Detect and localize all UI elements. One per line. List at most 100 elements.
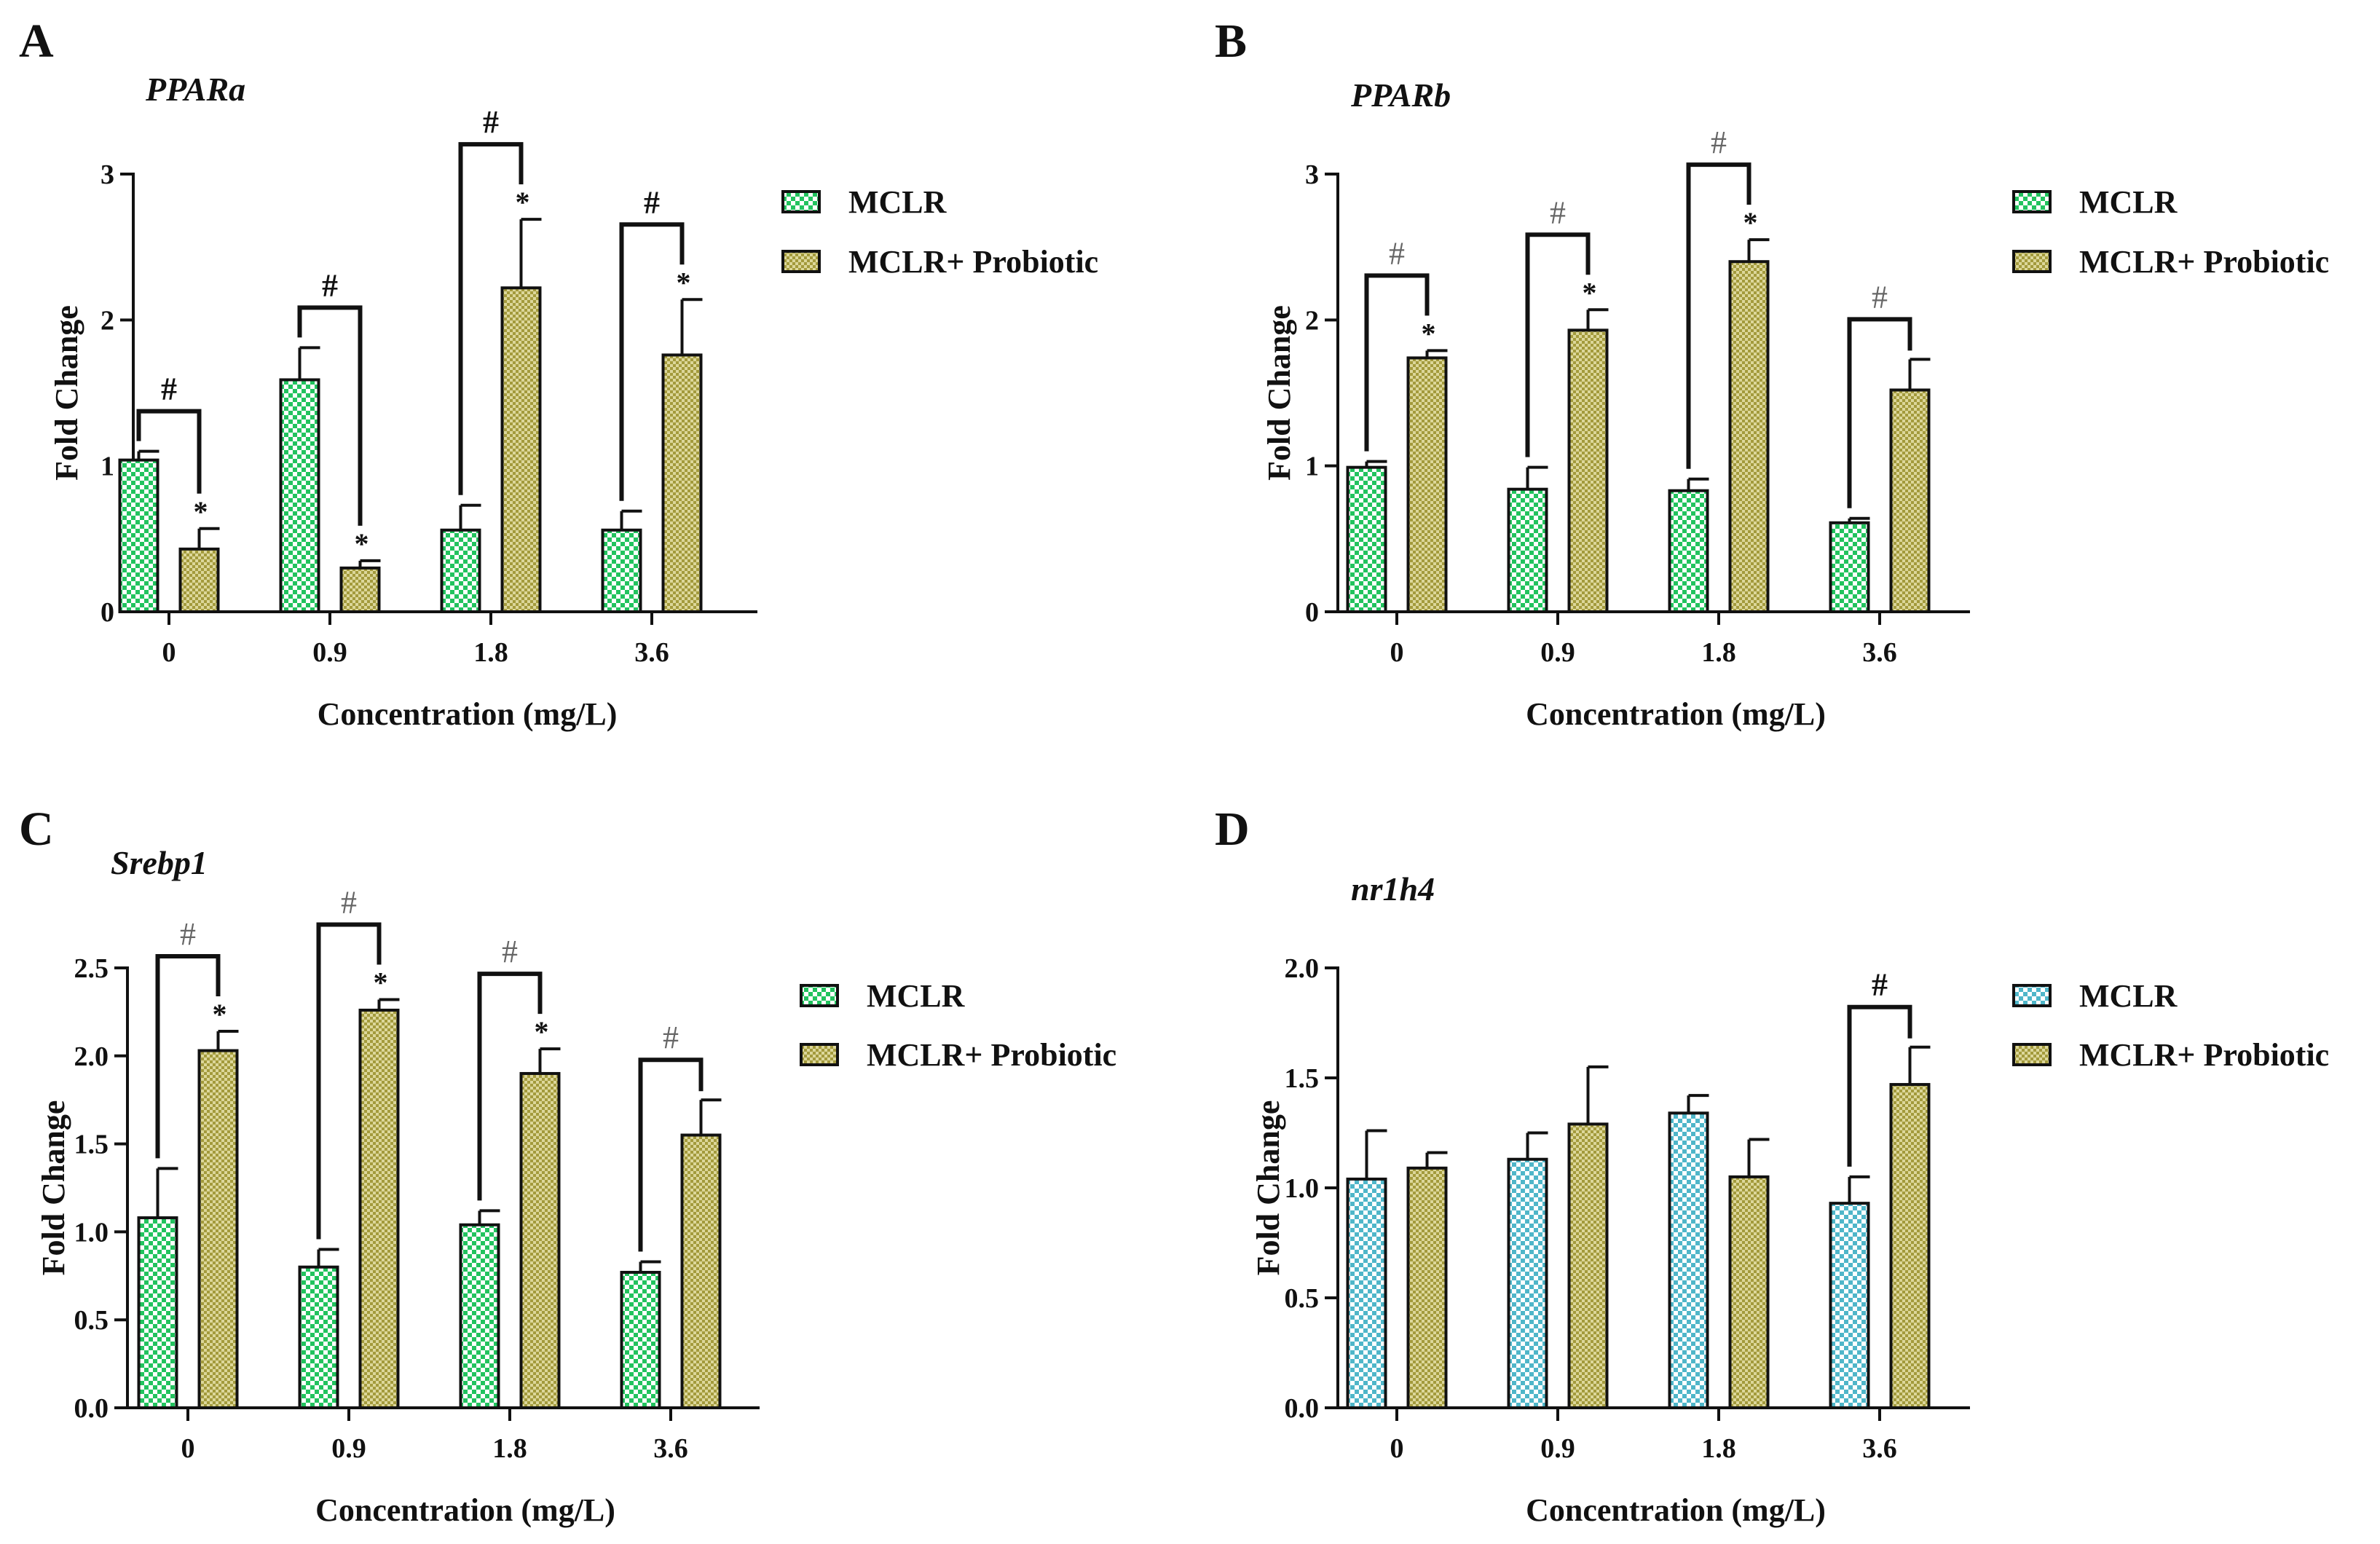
significance-bracket xyxy=(316,922,382,1240)
bar-mclr xyxy=(279,378,320,613)
panel-b: B PPARb 0 1 2 3 Fold Change Concentration (mg/L… xyxy=(1215,15,2329,732)
significance-bracket xyxy=(1525,232,1591,457)
bar-probiotic xyxy=(1728,1175,1770,1410)
x-tick-label: 3.6 xyxy=(653,1433,688,1464)
significance-hash: # xyxy=(644,184,660,220)
x-axis-title: Concentration (mg/L) xyxy=(1526,1492,1826,1528)
x-tick-label: 0.9 xyxy=(312,637,347,668)
significance-hash: # xyxy=(1550,194,1566,230)
significance-star: * xyxy=(677,266,691,299)
x-tick-label: 1.8 xyxy=(1701,1433,1736,1464)
legend-swatch-mclr xyxy=(2012,190,2052,213)
y-tick-label: 1 xyxy=(1305,452,1319,482)
y-axis-title: Fold Change xyxy=(49,305,84,481)
significance-hash: # xyxy=(322,267,338,303)
bar-probiotic xyxy=(339,566,381,614)
x-axis-title: Concentration (mg/L) xyxy=(1526,696,1826,732)
y-tick-label: 3 xyxy=(1305,159,1319,190)
bar-probiotic xyxy=(1406,356,1448,613)
chart-root: A PPARa 0 1 2 3 Fold Change Concentration (mg/L… xyxy=(19,15,2329,1528)
bar-mclr xyxy=(118,458,159,613)
panel-letter: B xyxy=(1215,15,1247,68)
bar-mclr xyxy=(601,528,642,614)
significance-hash: # xyxy=(1711,125,1727,160)
bar-mclr xyxy=(1346,1177,1387,1410)
x-tick-label: 1.8 xyxy=(492,1433,527,1464)
significance-hash: # xyxy=(1872,967,1888,1003)
significance-star: * xyxy=(194,495,208,528)
significance-bracket xyxy=(1847,1004,1912,1167)
bar-probiotic xyxy=(1567,1122,1609,1410)
gene-title: Srebp1 xyxy=(111,844,208,881)
significance-star: * xyxy=(374,966,388,999)
significance-hash: # xyxy=(663,1020,679,1055)
y-tick-label: 3 xyxy=(101,159,114,190)
bar-mclr xyxy=(620,1270,661,1410)
y-tick-label: 2 xyxy=(101,305,114,336)
y-tick-label: 1.0 xyxy=(1285,1173,1320,1204)
significance-star: * xyxy=(516,186,530,218)
bar-mclr xyxy=(459,1223,500,1409)
x-tick-label: 0.9 xyxy=(1540,1433,1575,1464)
y-tick-label: 0.0 xyxy=(74,1393,109,1424)
significance-hash: # xyxy=(1389,235,1405,271)
significance-bracket xyxy=(619,222,685,501)
y-tick-label: 0 xyxy=(101,597,114,628)
x-tick-label: 0 xyxy=(1390,637,1404,668)
bar-mclr xyxy=(1668,489,1709,613)
legend-label-mclr: MCLR xyxy=(867,978,966,1014)
legend-label-probiotic: MCLR+ Probiotic xyxy=(2079,244,2329,280)
y-tick-label: 1 xyxy=(101,452,114,482)
legend-swatch-probiotic xyxy=(2012,1043,2052,1066)
bar-probiotic xyxy=(178,547,220,614)
significance-bracket xyxy=(1686,162,1751,469)
significance-hash: # xyxy=(483,104,499,140)
x-tick-label: 1.8 xyxy=(473,637,508,668)
bar-mclr xyxy=(137,1216,178,1410)
bar-mclr xyxy=(1507,487,1548,613)
bar-probiotic xyxy=(500,286,542,613)
bar-mclr xyxy=(1346,465,1387,613)
bar-probiotic xyxy=(1728,260,1770,613)
legend-label-probiotic: MCLR+ Probiotic xyxy=(867,1037,1116,1073)
significance-bracket xyxy=(297,305,363,526)
y-tick-label: 0 xyxy=(1305,597,1319,628)
significance-bracket xyxy=(477,972,543,1201)
y-tick-label: 0.0 xyxy=(1285,1393,1320,1424)
legend-swatch-mclr xyxy=(800,984,839,1007)
gene-title: PPARb xyxy=(1350,76,1451,114)
bar-probiotic xyxy=(519,1071,561,1409)
panel-letter: D xyxy=(1215,803,1250,856)
significance-star: * xyxy=(1743,206,1758,239)
bar-probiotic xyxy=(661,353,703,613)
y-tick-label: 1.0 xyxy=(74,1217,109,1248)
y-tick-label: 2.0 xyxy=(74,1041,109,1072)
bar-mclr xyxy=(298,1265,339,1409)
y-tick-label: 0.5 xyxy=(1285,1283,1320,1314)
legend-swatch-mclr xyxy=(2012,984,2052,1007)
bar-mclr xyxy=(1829,1202,1870,1409)
legend-label-mclr: MCLR xyxy=(2079,184,2178,220)
x-tick-label: 0.9 xyxy=(331,1433,366,1464)
bar-mclr xyxy=(1829,521,1870,614)
significance-bracket xyxy=(458,142,524,495)
bar-probiotic xyxy=(358,1008,400,1409)
significance-star: * xyxy=(213,998,227,1031)
panel-a: A PPARa 0 1 2 3 Fold Change Concentration (mg/L… xyxy=(19,15,1098,732)
legend-swatch-probiotic xyxy=(800,1043,839,1066)
bar-mclr xyxy=(1668,1111,1709,1409)
y-tick-label: 1.5 xyxy=(74,1130,109,1160)
legend-label-probiotic: MCLR+ Probiotic xyxy=(2079,1037,2329,1073)
gene-title: nr1h4 xyxy=(1351,870,1435,907)
bar-probiotic xyxy=(1889,388,1931,613)
significance-hash: # xyxy=(180,916,196,952)
x-tick-label: 3.6 xyxy=(1862,1433,1897,1464)
x-axis-title: Concentration (mg/L) xyxy=(315,1492,615,1528)
bar-probiotic xyxy=(197,1049,239,1409)
x-tick-label: 0.9 xyxy=(1540,637,1575,668)
bar-mclr xyxy=(440,528,481,614)
y-axis-title: Fold Change xyxy=(1250,1100,1286,1276)
significance-star: * xyxy=(355,527,369,560)
significance-bracket xyxy=(1847,317,1912,508)
